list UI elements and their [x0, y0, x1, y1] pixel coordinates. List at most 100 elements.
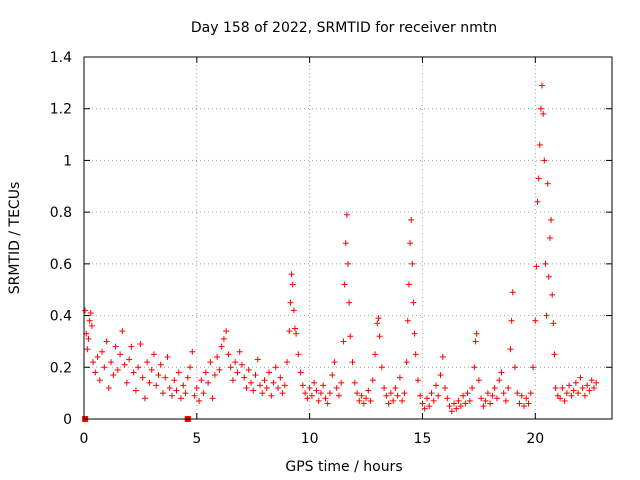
data-point — [270, 379, 277, 386]
data-point — [293, 330, 300, 337]
data-point — [144, 359, 151, 366]
data-point — [304, 395, 311, 402]
data-point — [209, 395, 216, 402]
x-tick-label: 10 — [301, 431, 319, 447]
data-point — [579, 384, 586, 391]
data-point — [358, 392, 365, 399]
data-point — [347, 333, 354, 340]
data-point — [533, 263, 540, 270]
data-point — [502, 397, 509, 404]
data-point — [575, 390, 582, 397]
data-point — [365, 387, 372, 394]
data-point — [480, 403, 487, 410]
data-point — [491, 384, 498, 391]
data-point — [108, 359, 115, 366]
data-point — [119, 328, 126, 335]
data-point — [281, 382, 288, 389]
data-point — [536, 141, 543, 148]
data-point — [84, 346, 91, 353]
data-point — [423, 395, 430, 402]
data-point — [220, 335, 227, 342]
x-axis-label: GPS time / hours — [285, 459, 402, 475]
data-point — [410, 299, 417, 306]
data-point — [566, 382, 573, 389]
data-point — [586, 387, 593, 394]
data-point — [500, 390, 507, 397]
data-point — [225, 351, 232, 358]
data-point — [254, 356, 261, 363]
data-point — [110, 372, 117, 379]
data-point — [387, 390, 394, 397]
data-point — [326, 390, 333, 397]
data-point — [511, 364, 518, 371]
data-point — [295, 351, 302, 358]
data-point — [590, 384, 597, 391]
data-point — [121, 361, 128, 368]
data-point — [123, 379, 130, 386]
data-point — [236, 348, 243, 355]
data-point — [169, 392, 175, 399]
data-point — [430, 397, 437, 404]
data-point — [223, 328, 230, 335]
data-point — [257, 382, 263, 389]
data-point — [166, 384, 173, 391]
data-point — [540, 110, 547, 117]
data-point — [288, 271, 295, 278]
data-point — [375, 315, 382, 322]
y-tick-labels: 0 0.2 0.4 0.6 0.8 1 1.2 1.4 — [50, 50, 72, 428]
data-point — [105, 384, 112, 391]
data-point — [401, 390, 408, 397]
data-point — [287, 299, 294, 306]
y-tick-label: 1.4 — [50, 50, 72, 66]
data-point — [356, 397, 363, 404]
y-tick-label: 0.8 — [50, 205, 72, 221]
data-point — [455, 397, 462, 404]
data-point — [428, 390, 435, 397]
data-point — [150, 351, 157, 358]
data-point — [88, 322, 95, 329]
data-point — [178, 395, 185, 402]
data-point — [227, 364, 234, 371]
data-point — [241, 374, 248, 381]
y-tick-label: 0 — [63, 412, 72, 428]
data-point — [130, 369, 137, 376]
y-tick-label: 0.6 — [50, 257, 72, 273]
data-point — [521, 403, 527, 410]
data-point — [191, 392, 198, 399]
data-point — [417, 392, 424, 399]
data-point — [112, 343, 119, 350]
data-point — [471, 364, 478, 371]
data-point — [484, 390, 491, 397]
data-point — [329, 372, 336, 379]
data-point — [496, 377, 503, 384]
data-point — [211, 372, 218, 379]
data-point — [299, 382, 306, 389]
data-point — [232, 359, 239, 366]
data-point — [588, 377, 595, 384]
data-point — [335, 392, 342, 399]
data-point — [238, 361, 245, 368]
data-point — [543, 312, 550, 319]
data-point — [155, 372, 162, 379]
y-tick-label: 1 — [63, 153, 72, 169]
data-point — [259, 390, 266, 397]
data-point — [184, 374, 191, 381]
data-point — [85, 335, 92, 342]
data-point — [214, 353, 221, 360]
data-point — [148, 366, 155, 373]
data-point — [286, 328, 293, 335]
data-point — [505, 384, 512, 391]
data-point — [381, 384, 388, 391]
data-point — [570, 387, 577, 394]
data-point — [137, 341, 144, 348]
data-point — [306, 384, 313, 391]
data-point — [572, 379, 579, 386]
data-point — [453, 405, 460, 412]
data-point — [584, 382, 591, 389]
data-point — [92, 369, 99, 376]
data-point — [317, 390, 324, 397]
data-point — [546, 235, 553, 241]
y-tick-label: 0.4 — [50, 309, 72, 325]
data-point — [405, 281, 412, 288]
data-point — [514, 390, 521, 397]
